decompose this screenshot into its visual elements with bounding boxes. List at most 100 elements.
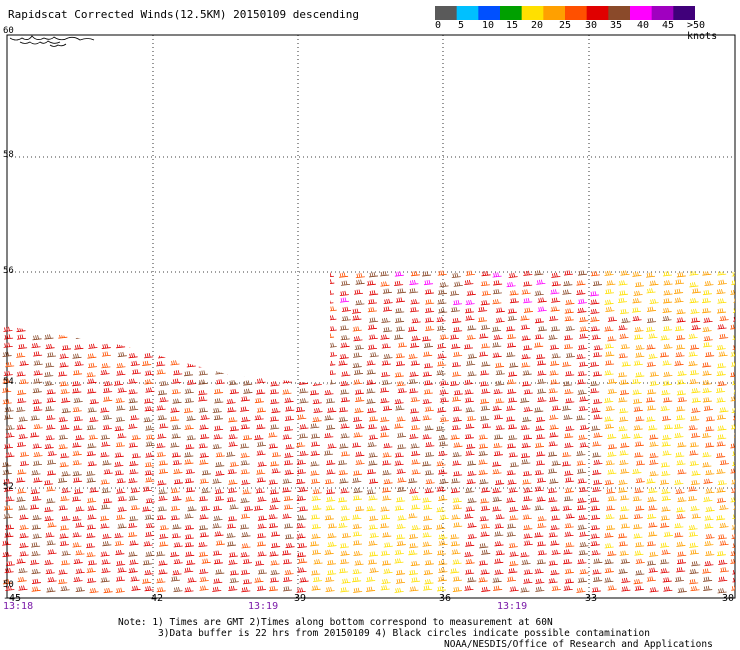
- wind-barb: [425, 325, 435, 332]
- wind-barb: [522, 416, 532, 422]
- wind-barb: [326, 459, 336, 466]
- wind-barb: [61, 397, 71, 403]
- wind-barb: [649, 587, 659, 593]
- wind-barb: [689, 369, 700, 376]
- wind-barb: [145, 425, 155, 431]
- wind-barb: [648, 425, 658, 431]
- wind-barb: [705, 506, 715, 512]
- wind-barb: [579, 442, 589, 448]
- wind-barb: [257, 281, 267, 287]
- wind-barb: [380, 506, 390, 512]
- wind-barb: [382, 487, 392, 493]
- wind-barb: [632, 496, 642, 502]
- wind-barb: [493, 280, 503, 286]
- wind-barb: [256, 441, 267, 447]
- wind-barb: [689, 579, 699, 585]
- wind-barb: [352, 531, 362, 537]
- wind-barb: [605, 405, 615, 412]
- wind-barb: [144, 461, 154, 468]
- wind-barb: [577, 298, 587, 305]
- wind-barb: [43, 290, 54, 296]
- wind-barb: [296, 523, 306, 529]
- wind-barb: [604, 567, 614, 573]
- wind-barb: [677, 587, 687, 593]
- wind-barb: [116, 488, 126, 494]
- wind-barb: [17, 488, 27, 494]
- wind-barb: [464, 389, 474, 395]
- wind-barb: [309, 390, 320, 396]
- wind-barb: [59, 381, 69, 387]
- wind-barb: [243, 325, 253, 331]
- wind-barb: [117, 351, 127, 358]
- wind-barb: [283, 281, 293, 288]
- wind-barb: [353, 379, 363, 385]
- wind-barb: [549, 414, 559, 420]
- wind-barb: [564, 568, 574, 574]
- wind-barb: [606, 525, 616, 531]
- wind-barb: [438, 534, 448, 540]
- wind-barb: [142, 560, 152, 566]
- legend-swatch: [651, 6, 674, 20]
- wind-barb: [101, 363, 111, 369]
- wind-barb: [339, 443, 349, 449]
- wind-barb: [254, 317, 264, 323]
- wind-barb: [102, 533, 112, 539]
- wind-barb: [215, 452, 225, 458]
- wind-barb: [226, 496, 236, 503]
- wind-barb: [717, 324, 727, 330]
- wind-barb: [423, 389, 433, 395]
- wind-barb: [481, 423, 491, 429]
- wind-barb: [172, 344, 182, 350]
- wind-barb: [703, 405, 713, 411]
- wind-barb: [619, 550, 629, 556]
- wind-barb: [100, 407, 110, 413]
- wind-barb: [537, 516, 547, 522]
- wind-barb: [423, 549, 433, 555]
- wind-barb: [701, 297, 712, 304]
- wind-barb: [312, 335, 322, 341]
- wind-barb: [310, 450, 320, 456]
- wind-barb: [480, 569, 490, 575]
- wind-barb: [198, 352, 208, 358]
- wind-barb: [422, 497, 432, 503]
- wind-barb: [130, 415, 140, 421]
- wind-barb: [33, 316, 43, 322]
- wind-barb: [312, 351, 322, 357]
- wind-barb: [523, 540, 533, 546]
- wind-barb: [607, 469, 617, 475]
- wind-barb: [648, 531, 658, 537]
- wind-barb: [59, 362, 69, 368]
- wind-barb: [551, 297, 561, 303]
- wind-barb: [184, 397, 194, 404]
- wind-barb: [270, 560, 280, 566]
- wind-barb: [296, 587, 306, 593]
- wind-barb: [534, 290, 544, 296]
- wind-barb: [676, 513, 686, 519]
- wind-barb: [352, 477, 362, 483]
- wind-barb: [31, 542, 41, 548]
- wind-barb: [534, 568, 544, 574]
- wind-barb: [410, 299, 420, 305]
- wind-barb: [506, 576, 517, 582]
- wind-barb: [285, 542, 295, 549]
- wind-barb: [394, 280, 404, 287]
- wind-barb: [298, 369, 308, 375]
- wind-barb: [659, 352, 670, 358]
- wind-barb: [688, 495, 698, 502]
- wind-barb: [551, 460, 561, 466]
- wind-barb: [705, 533, 715, 540]
- wind-barb: [579, 316, 589, 323]
- wind-barb: [702, 326, 712, 332]
- wind-barb: [676, 344, 686, 350]
- wind-barb: [353, 416, 363, 422]
- wind-barb: [325, 279, 335, 285]
- wind-barb: [159, 423, 169, 429]
- wind-barb: [214, 388, 224, 394]
- wind-barb: [534, 407, 544, 413]
- wind-barb: [536, 451, 546, 457]
- wind-barb: [75, 550, 85, 556]
- wind-barb: [688, 486, 698, 492]
- wind-barb: [19, 460, 30, 466]
- wind-barb: [313, 370, 323, 377]
- wind-barb: [506, 326, 516, 332]
